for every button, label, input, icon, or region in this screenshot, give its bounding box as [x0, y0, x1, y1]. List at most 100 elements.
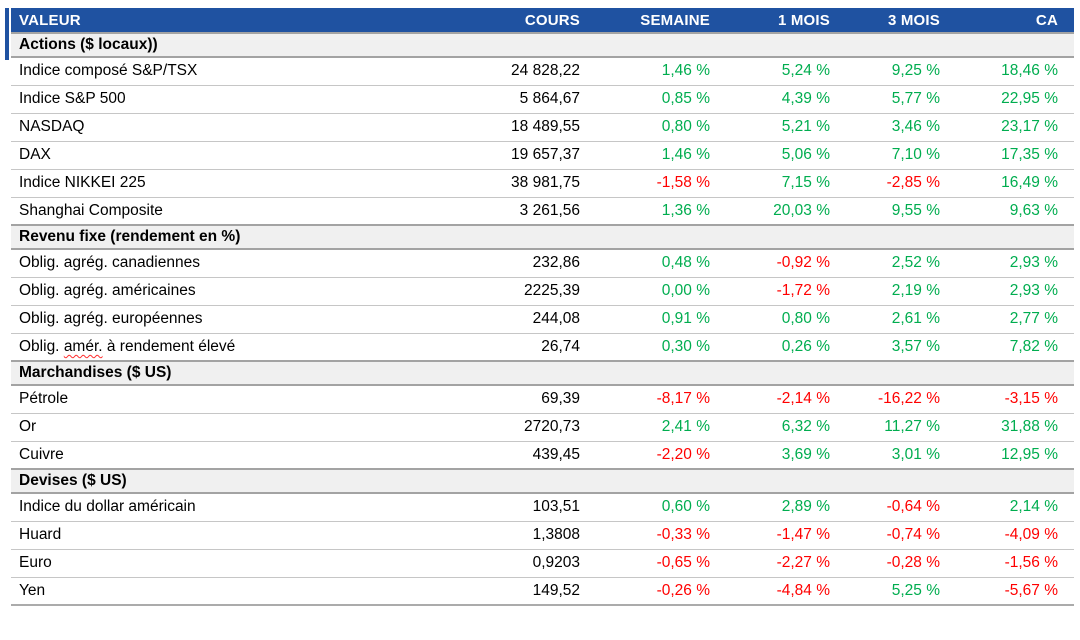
cours-value: 439,45	[431, 440, 596, 469]
column-header-1mois: 1 MOIS	[726, 8, 846, 33]
semaine-value: 1,46 %	[596, 140, 726, 169]
header-row: VALEUR COURS SEMAINE 1 MOIS 3 MOIS CA	[11, 8, 1074, 33]
3mois-value: 5,25 %	[846, 576, 956, 605]
row-label: Indice NIKKEI 225	[11, 168, 431, 197]
3mois-value: -0,28 %	[846, 548, 956, 577]
column-header-cours: COURS	[431, 8, 596, 33]
semaine-value: -0,33 %	[596, 520, 726, 549]
data-row: Oblig. agrég. américaines 2225,39 0,00 % -1…	[11, 276, 1074, 305]
1mois-value: 5,24 %	[726, 56, 846, 85]
3mois-value: 3,46 %	[846, 112, 956, 141]
row-label: Yen	[11, 576, 431, 605]
semaine-value: 0,80 %	[596, 112, 726, 141]
row-label: Indice du dollar américain	[11, 492, 431, 521]
section-title: Revenu fixe (rendement en %)	[11, 224, 1074, 250]
ca-value: 18,46 %	[956, 56, 1074, 85]
3mois-value: 9,25 %	[846, 56, 956, 85]
data-row: Euro 0,9203 -0,65 % -2,27 % -0,28 % -1,56 %	[11, 548, 1074, 577]
column-header-3mois: 3 MOIS	[846, 8, 956, 33]
row-label: Or	[11, 412, 431, 441]
semaine-value: 0,85 %	[596, 84, 726, 113]
column-header-valeur: VALEUR	[11, 8, 431, 33]
market-table-body: Actions ($ locaux)) Indice composé S&P/TS…	[11, 32, 1074, 605]
row-label: Cuivre	[11, 440, 431, 469]
1mois-value: 4,39 %	[726, 84, 846, 113]
semaine-value: 0,48 %	[596, 248, 726, 277]
ca-value: 31,88 %	[956, 412, 1074, 441]
cours-value: 0,9203	[431, 548, 596, 577]
data-row: NASDAQ 18 489,55 0,80 % 5,21 % 3,46 % 23,17 %	[11, 112, 1074, 141]
1mois-value: 6,32 %	[726, 412, 846, 441]
data-row: Pétrole 69,39 -8,17 % -2,14 % -16,22 % -3,15 …	[11, 384, 1074, 413]
data-row: Oblig. agrég. canadiennes 232,86 0,48 % -0,…	[11, 248, 1074, 277]
3mois-value: -16,22 %	[846, 384, 956, 413]
semaine-value: 0,00 %	[596, 276, 726, 305]
ca-value: 23,17 %	[956, 112, 1074, 141]
market-performance-table: VALEUR COURS SEMAINE 1 MOIS 3 MOIS CA Ac…	[11, 8, 1074, 606]
1mois-value: 3,69 %	[726, 440, 846, 469]
data-row: Shanghai Composite 3 261,56 1,36 % 20,03 % 9…	[11, 196, 1074, 225]
section-row: Revenu fixe (rendement en %)	[11, 224, 1074, 250]
cours-value: 2225,39	[431, 276, 596, 305]
left-accent-bar	[5, 8, 9, 60]
data-row: Huard 1,3808 -0,33 % -1,47 % -0,74 % -4,09 %	[11, 520, 1074, 549]
1mois-value: -4,84 %	[726, 576, 846, 605]
cours-value: 18 489,55	[431, 112, 596, 141]
semaine-value: 0,30 %	[596, 332, 726, 361]
semaine-value: -0,65 %	[596, 548, 726, 577]
cours-value: 3 261,56	[431, 196, 596, 225]
column-header-semaine: SEMAINE	[596, 8, 726, 33]
ca-value: 2,77 %	[956, 304, 1074, 333]
section-row: Marchandises ($ US)	[11, 360, 1074, 386]
3mois-value: 2,19 %	[846, 276, 956, 305]
1mois-value: 5,21 %	[726, 112, 846, 141]
ca-value: -1,56 %	[956, 548, 1074, 577]
cours-value: 19 657,37	[431, 140, 596, 169]
data-row: Indice composé S&P/TSX 24 828,22 1,46 % 5,2…	[11, 56, 1074, 85]
semaine-value: 1,36 %	[596, 196, 726, 225]
ca-value: -4,09 %	[956, 520, 1074, 549]
section-title: Devises ($ US)	[11, 468, 1074, 494]
cours-value: 103,51	[431, 492, 596, 521]
cours-value: 244,08	[431, 304, 596, 333]
row-label: Indice composé S&P/TSX	[11, 56, 431, 85]
3mois-value: 9,55 %	[846, 196, 956, 225]
1mois-value: -1,47 %	[726, 520, 846, 549]
3mois-value: 11,27 %	[846, 412, 956, 441]
3mois-value: 2,61 %	[846, 304, 956, 333]
1mois-value: 0,80 %	[726, 304, 846, 333]
cours-value: 232,86	[431, 248, 596, 277]
1mois-value: -1,72 %	[726, 276, 846, 305]
row-label: NASDAQ	[11, 112, 431, 141]
row-label: Oblig. agrég. américaines	[11, 276, 431, 305]
table-header: VALEUR COURS SEMAINE 1 MOIS 3 MOIS CA	[11, 8, 1074, 33]
cours-value: 149,52	[431, 576, 596, 605]
semaine-value: 2,41 %	[596, 412, 726, 441]
1mois-value: 20,03 %	[726, 196, 846, 225]
cours-value: 2720,73	[431, 412, 596, 441]
3mois-value: -2,85 %	[846, 168, 956, 197]
ca-value: 2,93 %	[956, 248, 1074, 277]
section-title: Actions ($ locaux))	[11, 32, 1074, 58]
3mois-value: 3,01 %	[846, 440, 956, 469]
1mois-value: 7,15 %	[726, 168, 846, 197]
1mois-value: 2,89 %	[726, 492, 846, 521]
cours-value: 24 828,22	[431, 56, 596, 85]
ca-value: 22,95 %	[956, 84, 1074, 113]
ca-value: 7,82 %	[956, 332, 1074, 361]
data-row: Indice du dollar américain 103,51 0,60 % 2,…	[11, 492, 1074, 521]
ca-value: -5,67 %	[956, 576, 1074, 605]
ca-value: 17,35 %	[956, 140, 1074, 169]
1mois-value: 5,06 %	[726, 140, 846, 169]
row-label: Shanghai Composite	[11, 196, 431, 225]
3mois-value: 2,52 %	[846, 248, 956, 277]
ca-value: 16,49 %	[956, 168, 1074, 197]
spellcheck-underlined-word: amér.	[63, 337, 103, 355]
ca-value: -3,15 %	[956, 384, 1074, 413]
semaine-value: 0,60 %	[596, 492, 726, 521]
section-row: Actions ($ locaux))	[11, 32, 1074, 58]
1mois-value: -2,14 %	[726, 384, 846, 413]
row-label: Pétrole	[11, 384, 431, 413]
1mois-value: 0,26 %	[726, 332, 846, 361]
